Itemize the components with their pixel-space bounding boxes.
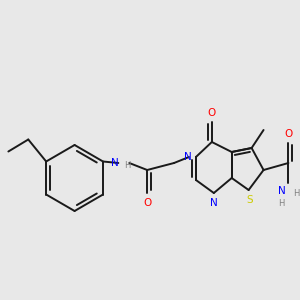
Text: H: H [278, 199, 285, 208]
Text: O: O [143, 198, 151, 208]
Text: N: N [112, 158, 119, 168]
Text: N: N [278, 186, 285, 196]
Text: H: H [124, 161, 130, 170]
Text: O: O [208, 108, 216, 118]
Text: N: N [184, 152, 192, 162]
Text: O: O [284, 129, 292, 139]
Text: S: S [246, 195, 253, 205]
Text: N: N [210, 198, 218, 208]
Text: H: H [293, 190, 300, 199]
